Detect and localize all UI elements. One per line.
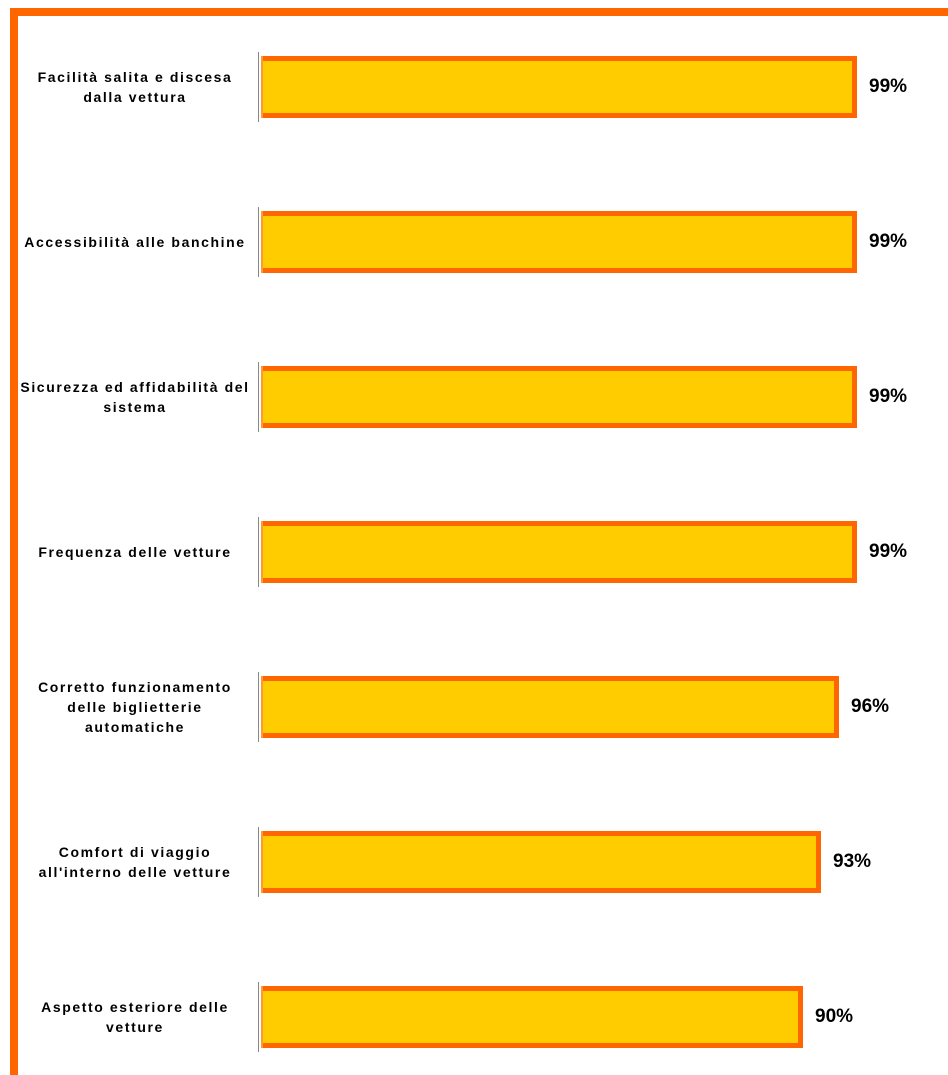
value-label: 99% xyxy=(869,386,908,407)
bar-bevel xyxy=(261,521,263,583)
category-label: Accessibilità alle banchine xyxy=(24,234,246,250)
axis-segment xyxy=(258,207,259,277)
bar xyxy=(263,211,857,273)
axis-segment xyxy=(258,827,259,897)
bar xyxy=(263,676,839,738)
bar-bevel xyxy=(261,676,263,738)
value-label: 99% xyxy=(869,541,908,562)
bar-bevel xyxy=(261,831,263,893)
value-label: 93% xyxy=(833,851,872,872)
category-label: Sicurezza ed affidabilità del sistema xyxy=(20,379,250,415)
bar-bevel xyxy=(261,366,263,428)
value-label: 99% xyxy=(869,231,908,252)
axis-segment xyxy=(258,982,259,1052)
value-label: 99% xyxy=(869,76,908,97)
frame-border-left xyxy=(10,8,18,1075)
category-label: Comfort di viaggio all'interno delle vet… xyxy=(38,844,232,880)
category-label: Aspetto esteriore delle vetture xyxy=(41,999,229,1035)
category-label: Frequenza delle vetture xyxy=(38,544,232,560)
value-label: 96% xyxy=(851,696,890,717)
axis-segment xyxy=(258,52,259,122)
axis-segment xyxy=(258,672,259,742)
bar xyxy=(263,366,857,428)
value-label: 90% xyxy=(815,1006,854,1027)
axis-segment xyxy=(258,517,259,587)
bar xyxy=(263,56,857,118)
axis-segment xyxy=(258,362,259,432)
bar-bevel xyxy=(261,986,263,1048)
bar xyxy=(263,831,821,893)
bar-bevel xyxy=(261,56,263,118)
bar xyxy=(263,521,857,583)
category-label: Facilità salita e discesa dalla vettura xyxy=(37,69,233,105)
bar xyxy=(263,986,803,1048)
frame-border-top xyxy=(10,8,948,16)
category-label: Corretto funzionamento delle biglietteri… xyxy=(38,679,232,735)
bar-bevel xyxy=(261,211,263,273)
